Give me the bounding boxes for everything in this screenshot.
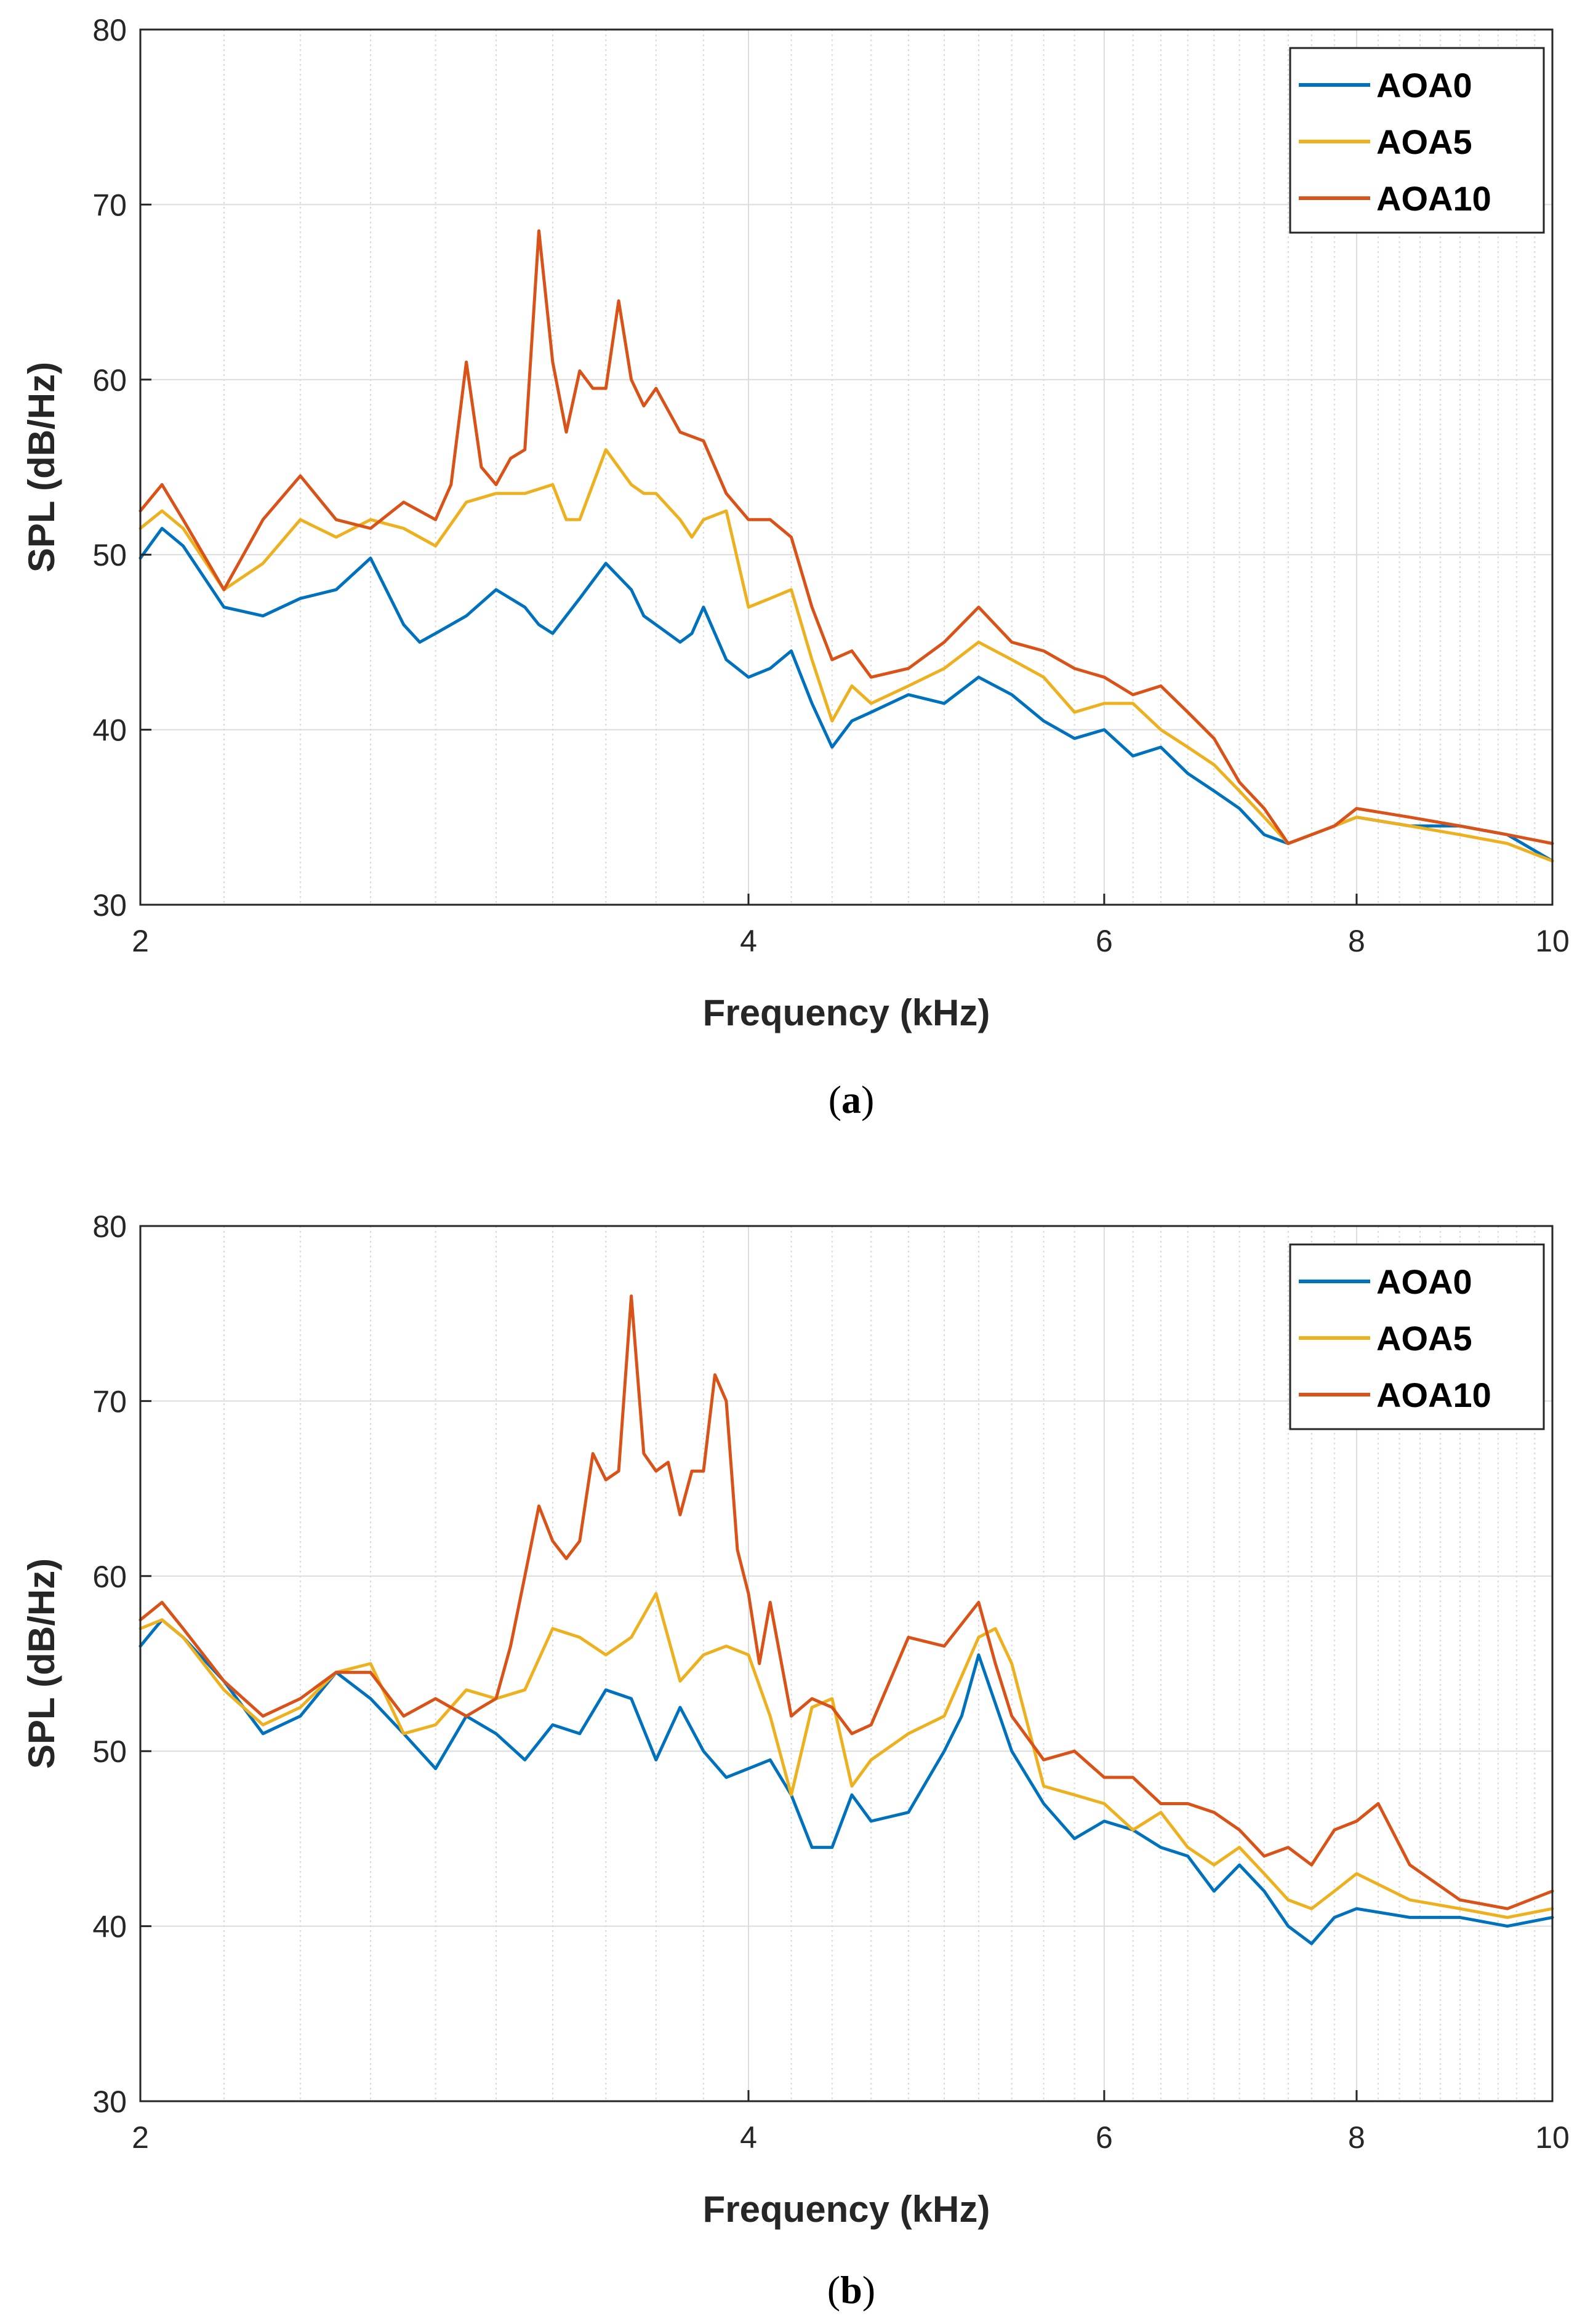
panel-caption: (a) bbox=[829, 1078, 875, 1121]
y-tick-label: 30 bbox=[92, 2085, 127, 2119]
y-tick-label: 70 bbox=[92, 188, 127, 222]
x-axis-label: Frequency (kHz) bbox=[703, 992, 990, 1033]
panel-caption: (b) bbox=[827, 2268, 875, 2312]
x-tick-label: 6 bbox=[1096, 924, 1113, 958]
y-axis-label: SPL (dB/Hz) bbox=[21, 362, 62, 572]
x-tick-label: 10 bbox=[1535, 924, 1570, 958]
series-line-aoa5 bbox=[138, 448, 1554, 863]
x-tick-label: 4 bbox=[740, 2120, 757, 2155]
x-tick-label: 2 bbox=[132, 2120, 149, 2155]
x-tick-label: 10 bbox=[1535, 2120, 1570, 2155]
legend-label-aoa5: AOA5 bbox=[1376, 1319, 1472, 1358]
y-tick-label: 30 bbox=[92, 888, 127, 923]
y-axis-label: SPL (dB/Hz) bbox=[21, 1558, 62, 1769]
axes-frame bbox=[139, 28, 1554, 906]
x-tick-label: 8 bbox=[1348, 2120, 1365, 2155]
y-tick-label: 50 bbox=[92, 538, 127, 572]
x-tick-label: 2 bbox=[132, 924, 149, 958]
legend-label-aoa10: AOA10 bbox=[1376, 179, 1491, 218]
legend-label-aoa10: AOA10 bbox=[1376, 1376, 1491, 1414]
y-tick-label: 40 bbox=[92, 1910, 127, 1944]
y-tick-label: 40 bbox=[92, 713, 127, 748]
x-tick-label: 8 bbox=[1348, 924, 1365, 958]
y-tick-label: 80 bbox=[92, 13, 127, 47]
series-line-aoa0 bbox=[138, 527, 1554, 863]
x-tick-label: 6 bbox=[1096, 2120, 1113, 2155]
x-tick-label: 4 bbox=[740, 924, 757, 958]
y-tick-label: 80 bbox=[92, 1209, 127, 1244]
x-axis-label: Frequency (kHz) bbox=[703, 2189, 990, 2230]
chart-panel-a: 2 4 6 8 10 30 40 50 60 70 80 Frequency (kHz) SPL (dB… bbox=[21, 13, 1570, 1121]
y-tick-label: 60 bbox=[92, 1560, 127, 1594]
series-line-aoa0 bbox=[138, 1618, 1554, 1945]
y-tick-label: 70 bbox=[92, 1384, 127, 1419]
legend-label-aoa0: AOA0 bbox=[1376, 1262, 1472, 1301]
axes-frame bbox=[139, 1225, 1554, 2102]
legend: AOA0 AOA5 AOA10 bbox=[1289, 1243, 1545, 1430]
chart-panel-b: 2 4 6 8 10 30 40 50 60 70 80 Frequency (kHz) SPL (dB… bbox=[21, 1209, 1570, 2312]
legend: AOA0 AOA5 AOA10 bbox=[1289, 47, 1545, 234]
legend-label-aoa0: AOA0 bbox=[1376, 66, 1472, 105]
legend-label-aoa5: AOA5 bbox=[1376, 122, 1472, 161]
series-line-aoa10 bbox=[138, 1294, 1554, 1910]
series-line-aoa10 bbox=[138, 229, 1554, 845]
y-tick-label: 50 bbox=[92, 1734, 127, 1769]
y-tick-label: 60 bbox=[92, 363, 127, 398]
